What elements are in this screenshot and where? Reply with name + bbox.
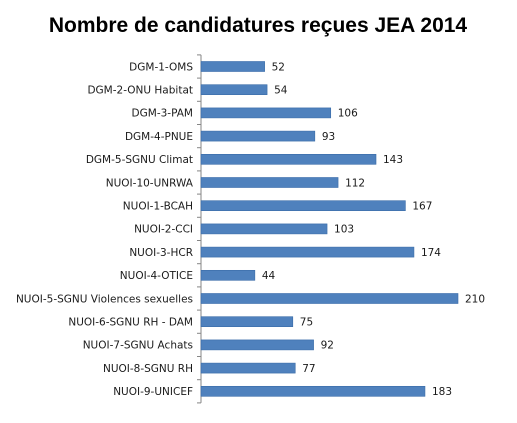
bar: [200, 177, 339, 188]
value-label: 174: [421, 247, 441, 259]
value-label: 210: [465, 293, 485, 305]
bar: [200, 154, 377, 165]
category-label: NUOI-6-SGNU RH - DAM: [68, 317, 193, 329]
category-label: DGM-1-OMS: [129, 61, 193, 73]
bar: [200, 130, 316, 142]
axis-layer: [197, 54, 202, 404]
value-label: 106: [338, 108, 358, 120]
bars-layer: [200, 61, 459, 397]
bar: [200, 84, 268, 95]
value-label: 92: [321, 340, 334, 352]
bar: [200, 269, 256, 281]
bar: [200, 223, 328, 235]
value-label: 143: [383, 154, 403, 166]
category-label: NUOI-10-UNRWA: [106, 177, 194, 189]
bar: [200, 339, 314, 351]
category-label: NUOI-3-HCR: [129, 247, 193, 259]
bar: [200, 200, 406, 211]
bar: [200, 385, 426, 397]
bar: [200, 316, 294, 328]
value-label: 103: [334, 224, 354, 236]
category-label: NUOI-4-OTICE: [120, 270, 193, 282]
bar: [200, 293, 459, 304]
category-label: DGM-3-PAM: [132, 108, 193, 120]
chart-title: Nombre de candidatures reçues JEA 2014: [49, 14, 468, 37]
value-label: 112: [345, 177, 365, 189]
category-label: NUOI-2-CCI: [134, 224, 193, 236]
value-label: 54: [274, 85, 288, 97]
category-label: NUOI-7-SGNU Achats: [83, 340, 193, 352]
value-label: 167: [412, 201, 432, 213]
category-label: NUOI-8-SGNU RH: [103, 363, 193, 375]
value-label: 77: [302, 363, 315, 375]
bar: [200, 362, 296, 374]
value-label: 183: [432, 386, 452, 398]
category-label: DGM-4-PNUE: [125, 131, 193, 143]
category-label: DGM-5-SGNU Climat: [86, 154, 193, 166]
value-label: 93: [322, 131, 335, 143]
bar: [200, 61, 265, 72]
value-label: 52: [272, 61, 285, 73]
category-label: NUOI-1-BCAH: [123, 201, 193, 213]
bar: [200, 107, 332, 119]
category-label: NUOI-9-UNICEF: [113, 386, 193, 398]
value-label: 44: [262, 270, 276, 282]
bar: [200, 246, 415, 258]
category-label: NUOI-5-SGNU Violences sexuelles: [16, 293, 193, 305]
labels-layer: DGM-1-OMS 52 DGM-2-ONU Habitat 54 DGM-3-PAM 1…: [16, 61, 485, 398]
category-label: DGM-2-ONU Habitat: [87, 85, 193, 97]
value-label: 75: [300, 317, 313, 329]
